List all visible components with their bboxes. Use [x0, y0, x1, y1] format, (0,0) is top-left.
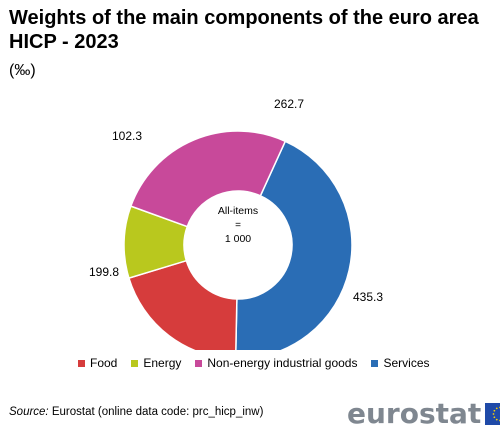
legend-item: Services — [371, 356, 430, 370]
legend-swatch — [371, 359, 379, 367]
slice-food — [127, 259, 238, 350]
eurostat-logo: eurostat — [347, 398, 500, 430]
legend-label: Food — [90, 356, 118, 370]
donut-chart: 435.3 199.8 102.3 262.7 All-items = 1 000 — [89, 97, 383, 350]
donut-slices — [123, 130, 353, 350]
legend-swatch — [78, 359, 85, 367]
source-note: Source: Eurostat (online data code: prc_… — [9, 406, 263, 418]
legend-item: Non-energy industrial goods — [195, 356, 357, 370]
source-label: Source: — [9, 406, 49, 418]
center-label-line: = — [235, 220, 241, 231]
eu-flag-icon — [485, 403, 500, 425]
legend-label: Non-energy industrial goods — [207, 356, 358, 370]
legend-swatch — [195, 359, 203, 367]
slice-services — [235, 140, 353, 350]
legend-swatch — [131, 359, 139, 367]
legend-label: Services — [383, 356, 430, 370]
value-labels: 435.3 199.8 102.3 262.7 — [89, 97, 383, 304]
value-label: 435.3 — [353, 290, 383, 304]
legend-label: Energy — [143, 356, 182, 370]
chart-unit: (‰) — [9, 62, 36, 79]
center-label-line: 1 000 — [225, 233, 251, 245]
source-text: Eurostat (online data code: prc_hicp_inw… — [51, 406, 264, 418]
legend: Food Energy Non-energy industrial goods Ser… — [78, 356, 444, 370]
value-label: 262.7 — [274, 97, 304, 111]
slice-non-energy-industrial-goods — [129, 130, 287, 228]
legend-item: Food — [78, 356, 117, 370]
value-label: 102.3 — [112, 129, 142, 143]
center-label: All-items = 1 000 — [218, 205, 258, 245]
center-label-line: All-items — [218, 205, 258, 217]
value-label: 199.8 — [89, 265, 119, 279]
eurostat-logo-text: eurostat — [347, 397, 482, 430]
legend-item: Energy — [131, 356, 181, 370]
chart-title: Weights of the main components of the eu… — [9, 7, 479, 53]
